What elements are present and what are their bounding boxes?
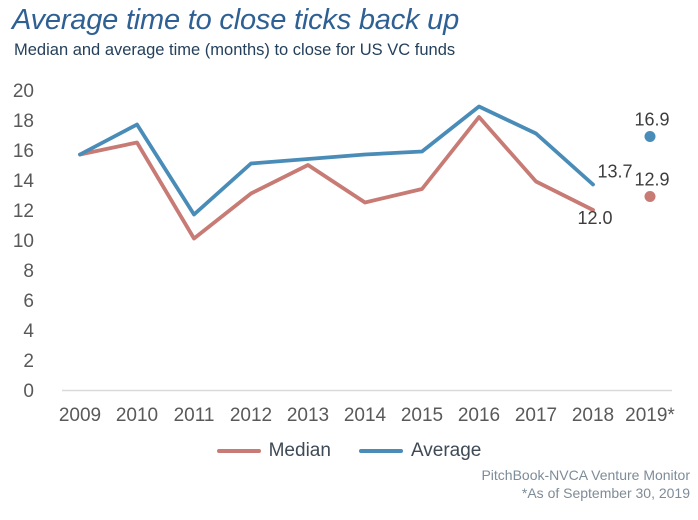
y-tick-label: 14 <box>13 171 35 192</box>
legend-label-average: Average <box>410 440 482 461</box>
median-forecast-dot <box>644 191 656 202</box>
data-label: 12.9 <box>634 170 669 190</box>
y-tick-label: 16 <box>13 141 34 162</box>
y-tick-label: 4 <box>23 321 34 342</box>
chart-footer: PitchBook-NVCA Venture Monitor *As of Se… <box>481 466 690 503</box>
footer-note: *As of September 30, 2019 <box>521 485 690 502</box>
x-tick-label: 2014 <box>344 405 387 426</box>
average-line-swatch <box>358 449 403 453</box>
legend-item-median: Median <box>216 440 331 462</box>
legend-item-average: Average <box>358 440 482 462</box>
y-tick-label: 2 <box>23 351 34 372</box>
data-label: 13.7 <box>597 162 632 182</box>
y-tick-label: 0 <box>23 381 34 402</box>
footer-source: PitchBook-NVCA Venture Monitor <box>481 467 690 483</box>
chart-title: Average time to close ticks back up <box>12 4 460 36</box>
x-tick-label: 2009 <box>59 405 101 426</box>
data-label: 16.9 <box>634 110 669 130</box>
x-tick-label: 2016 <box>458 405 500 426</box>
chart-legend: Median Average <box>0 439 698 463</box>
y-tick-label: 10 <box>13 231 34 252</box>
y-tick-label: 6 <box>23 291 34 312</box>
x-tick-label: 2018 <box>572 405 614 426</box>
y-tick-label: 12 <box>13 201 34 222</box>
x-tick-label: 2015 <box>401 405 443 426</box>
median-line <box>78 115 595 241</box>
x-tick-label: 2017 <box>515 405 557 426</box>
x-tick-label: 2011 <box>174 405 215 426</box>
x-tick-label: 2012 <box>230 405 272 426</box>
average-line <box>78 104 595 217</box>
data-label: 12.0 <box>577 208 612 228</box>
chart-subtitle: Median and average time (months) to clos… <box>14 41 456 59</box>
x-tick-label: 2019* <box>625 405 675 426</box>
y-tick-label: 18 <box>13 111 34 132</box>
y-tick-label: 8 <box>23 261 34 282</box>
average-forecast-dot <box>644 131 656 142</box>
x-tick-label: 2013 <box>287 405 329 426</box>
legend-label-median: Median <box>268 440 331 461</box>
median-line-swatch <box>216 449 261 453</box>
x-tick-label: 2010 <box>116 405 158 426</box>
y-tick-label: 20 <box>13 81 34 102</box>
